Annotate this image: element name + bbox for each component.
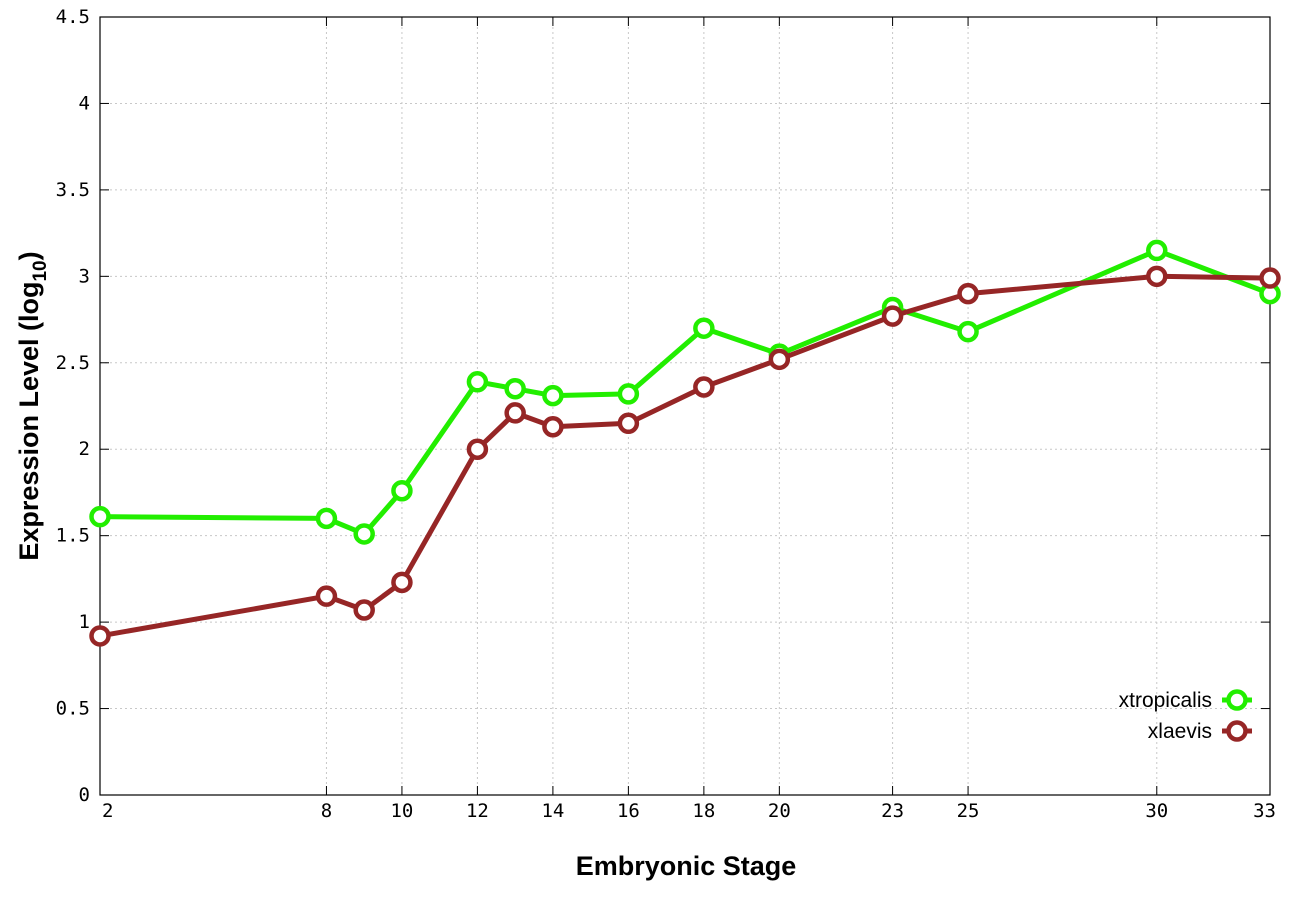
x-tick-label: 2 [102, 800, 113, 822]
series-line-xlaevis [99, 273, 1271, 639]
y-tick-label: 0.5 [56, 698, 90, 720]
y-axis-title-close: ) [14, 251, 44, 260]
x-tick-label: 25 [957, 800, 980, 822]
y-tick-label: 1.5 [56, 525, 90, 547]
y-tick-label: 3 [79, 265, 90, 287]
data-point-xlaevis [768, 348, 791, 371]
legend-label-xtropicalis: xtropicalis [1119, 689, 1212, 712]
data-point-xlaevis [957, 282, 979, 305]
legend-marker-xlaevis [1226, 720, 1248, 742]
grid-lines [100, 17, 1270, 795]
y-tick-label: 4.5 [56, 6, 90, 28]
data-point-xtropicalis [353, 523, 375, 545]
data-point-xlaevis [1146, 265, 1168, 288]
data-point-xtropicalis [504, 377, 526, 400]
x-tick-label: 23 [881, 800, 904, 822]
data-point-xlaevis [315, 585, 338, 607]
data-point-xtropicalis [957, 320, 979, 343]
y-tick-label: 0 [79, 784, 90, 806]
data-point-xlaevis [89, 625, 111, 647]
x-tick-label: 10 [390, 800, 413, 822]
data-point-xtropicalis [315, 507, 338, 530]
legend-label-xlaevis: xlaevis [1148, 720, 1212, 743]
data-point-xlaevis [466, 438, 489, 460]
data-point-xlaevis [504, 402, 526, 424]
data-point-xlaevis [881, 305, 904, 327]
x-tick-label: 8 [321, 800, 332, 822]
data-point-xlaevis [617, 412, 640, 435]
data-point-xtropicalis [89, 505, 111, 528]
y-tick-label: 3.5 [56, 179, 90, 201]
x-tick-label: 20 [768, 800, 791, 822]
x-tick-label: 33 [1253, 800, 1276, 822]
y-tick-label: 4 [79, 92, 90, 114]
legend: xtropicalis xlaevis [1119, 689, 1252, 743]
axis-ticks: 0 0.5 1 1.5 2 2.5 3 3.5 4 4.5 2 8 10 12 14 16 18 20 23 25 30… [56, 6, 1276, 822]
data-point-xtropicalis [466, 371, 489, 393]
data-point-xtropicalis [1146, 239, 1168, 262]
y-tick-label: 2 [79, 438, 90, 460]
plot-frame [99, 16, 1271, 796]
data-point-xtropicalis [617, 383, 640, 405]
data-point-xtropicalis [542, 384, 564, 407]
y-axis-title-subscript: 10 [30, 260, 51, 281]
x-tick-label: 12 [466, 800, 489, 822]
y-tick-label: 2.5 [56, 352, 90, 374]
data-point-xlaevis [1259, 267, 1281, 289]
series-line-xtropicalis [99, 247, 1271, 537]
data-point-xtropicalis [693, 317, 715, 339]
x-axis-title: Embryonic Stage [576, 851, 797, 881]
legend-marker-xtropicalis [1226, 689, 1248, 711]
y-axis-title-main: Expression Level (log [14, 282, 44, 561]
x-tick-label: 18 [692, 800, 715, 822]
series-layer [89, 239, 1281, 647]
data-point-xlaevis [353, 599, 375, 621]
data-point-xlaevis [542, 415, 564, 438]
y-tick-label: 1 [79, 611, 90, 633]
data-point-xlaevis [693, 376, 715, 398]
data-point-xtropicalis [391, 479, 413, 502]
x-tick-label: 30 [1145, 800, 1168, 822]
data-point-xlaevis [391, 571, 413, 594]
x-tick-label: 14 [541, 800, 564, 822]
x-tick-label: 16 [617, 800, 640, 822]
y-axis-title: Expression Level (log10) [14, 251, 51, 560]
